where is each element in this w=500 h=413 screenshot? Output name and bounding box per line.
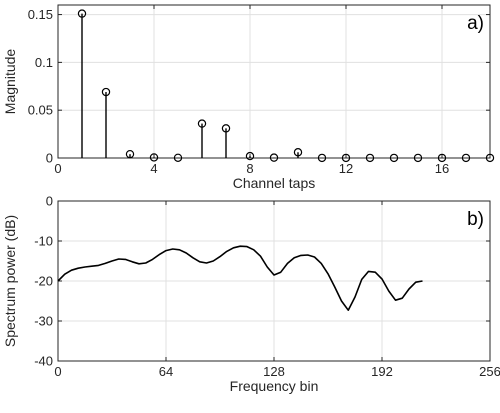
stem-marker bbox=[341, 153, 351, 163]
y-tick-label: -30 bbox=[34, 314, 53, 329]
y-axis-label: Magnitude bbox=[2, 49, 18, 115]
y-tick-label: 0.05 bbox=[28, 103, 53, 118]
stem-marker bbox=[413, 153, 423, 163]
stem-marker bbox=[293, 148, 303, 157]
y-tick-label: -20 bbox=[34, 274, 53, 289]
stem-marker bbox=[77, 9, 87, 18]
stem-marker bbox=[365, 153, 375, 163]
y-tick-label: -40 bbox=[34, 354, 53, 369]
panel-label-a: a) bbox=[467, 13, 484, 34]
panel-a: 0 4 8 12 16 0 0.05 0.1 0.15 Channel taps Magnitude… bbox=[2, 4, 495, 191]
panel-b: 0 64 128 192 256 -40 -30 -20 -10 0 Frequency bin Sp… bbox=[2, 194, 500, 395]
x-tick-label: 128 bbox=[263, 364, 285, 379]
spectrum-line bbox=[57, 245, 423, 311]
y-tick-label: 0.1 bbox=[35, 55, 53, 70]
x-tick-label: 0 bbox=[54, 161, 61, 176]
x-tick-label: 0 bbox=[54, 364, 61, 379]
x-tick-label: 256 bbox=[479, 364, 500, 379]
x-tick-label: 192 bbox=[371, 364, 393, 379]
stem-marker bbox=[269, 153, 279, 162]
y-axis-label: Spectrum power (dB) bbox=[2, 215, 18, 347]
plot-frame bbox=[57, 4, 491, 159]
panel-label-b: b) bbox=[467, 209, 484, 230]
x-axis-label: Channel taps bbox=[233, 175, 316, 191]
stem-marker bbox=[317, 153, 327, 163]
y-tick-label: 0.15 bbox=[28, 7, 53, 22]
x-tick-label: 8 bbox=[246, 161, 253, 176]
stem-marker bbox=[125, 149, 135, 159]
stem-marker bbox=[197, 119, 207, 128]
stem-marker bbox=[173, 153, 183, 163]
y-tick-label: 0 bbox=[46, 151, 53, 166]
y-tick-label: 0 bbox=[46, 194, 53, 209]
x-axis-label: Frequency bin bbox=[230, 378, 319, 394]
y-tick-label: -10 bbox=[34, 234, 53, 249]
stem-marker bbox=[221, 124, 231, 133]
stem-marker bbox=[437, 153, 447, 163]
stem-marker bbox=[461, 153, 471, 163]
stem-marker bbox=[485, 153, 495, 163]
x-tick-label: 12 bbox=[339, 161, 353, 176]
stem-marker bbox=[149, 153, 159, 162]
stem-marker bbox=[245, 151, 255, 161]
stem-marker bbox=[101, 87, 111, 97]
x-tick-label: 16 bbox=[435, 161, 449, 176]
x-tick-label: 4 bbox=[150, 161, 157, 176]
x-tick-label: 64 bbox=[159, 364, 173, 379]
stem-marker bbox=[389, 153, 399, 163]
